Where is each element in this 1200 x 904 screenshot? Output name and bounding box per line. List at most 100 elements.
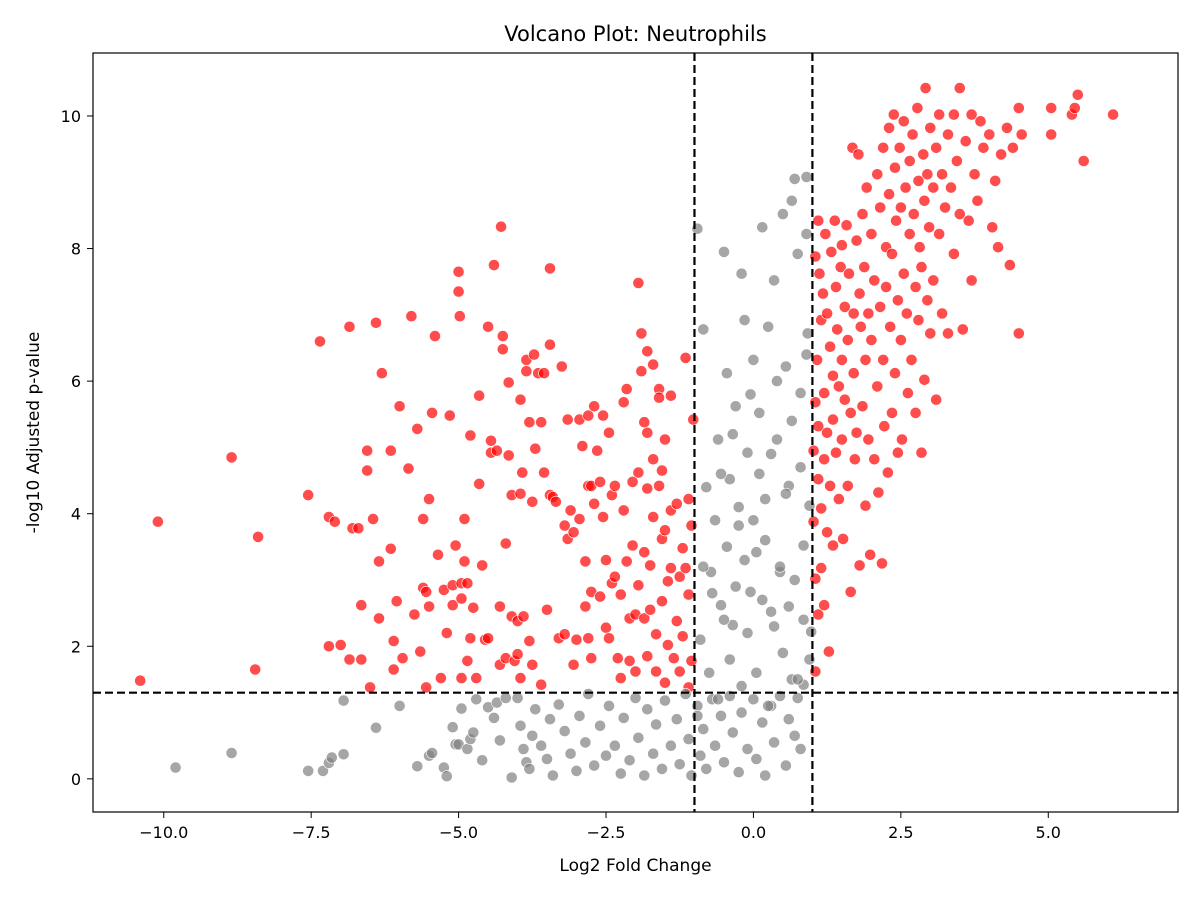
data-point-significant bbox=[452, 285, 465, 298]
data-point-significant bbox=[620, 383, 633, 395]
data-point-significant bbox=[837, 533, 849, 545]
data-point-not-significant bbox=[777, 208, 789, 220]
data-point-significant bbox=[514, 487, 527, 500]
data-point-significant bbox=[844, 586, 857, 598]
data-point-significant bbox=[673, 665, 686, 678]
data-point-not-significant bbox=[800, 171, 813, 183]
data-point-significant bbox=[819, 228, 832, 240]
data-point-not-significant bbox=[706, 587, 719, 600]
y-axis-ticks: 0 2 4 6 8 10 bbox=[61, 107, 93, 789]
data-point-not-significant bbox=[718, 245, 730, 258]
data-point-not-significant bbox=[499, 692, 512, 704]
data-point-significant bbox=[959, 135, 972, 148]
data-point-significant bbox=[600, 554, 612, 566]
data-point-significant bbox=[567, 526, 580, 539]
data-point-significant bbox=[841, 334, 854, 346]
data-point-not-significant bbox=[738, 554, 751, 566]
data-point-not-significant bbox=[694, 633, 707, 646]
data-point-significant bbox=[659, 433, 671, 446]
data-point-not-significant bbox=[747, 693, 760, 706]
data-point-significant bbox=[432, 548, 444, 561]
data-point-significant bbox=[682, 493, 695, 505]
data-point-significant bbox=[942, 327, 954, 340]
data-point-not-significant bbox=[741, 446, 754, 459]
data-point-significant bbox=[856, 400, 869, 413]
data-point-significant bbox=[880, 281, 892, 293]
data-point-significant bbox=[641, 650, 654, 663]
data-point-not-significant bbox=[529, 703, 542, 716]
data-point-significant bbox=[641, 482, 654, 495]
data-point-significant bbox=[405, 310, 418, 323]
data-point-significant bbox=[1012, 327, 1025, 340]
data-point-significant bbox=[1045, 102, 1058, 114]
data-point-significant bbox=[446, 599, 459, 612]
data-point-significant bbox=[455, 592, 468, 605]
data-point-significant bbox=[859, 499, 872, 512]
data-point-significant bbox=[667, 652, 680, 665]
data-point-significant bbox=[414, 645, 427, 658]
data-point-significant bbox=[889, 367, 901, 380]
data-point-not-significant bbox=[370, 721, 382, 734]
data-point-significant bbox=[597, 511, 609, 523]
data-point-not-significant bbox=[679, 688, 692, 700]
data-point-not-significant bbox=[588, 759, 601, 772]
data-point-significant bbox=[665, 389, 677, 402]
data-point-significant bbox=[516, 466, 529, 479]
data-point-significant bbox=[956, 323, 969, 336]
data-point-significant bbox=[638, 416, 651, 429]
data-point-significant bbox=[653, 479, 665, 492]
data-point-not-significant bbox=[225, 747, 238, 759]
y-tick-label: 2 bbox=[71, 637, 81, 656]
data-point-significant bbox=[528, 348, 540, 361]
data-point-significant bbox=[962, 214, 975, 227]
data-point-not-significant bbox=[629, 692, 642, 704]
data-point-significant bbox=[564, 504, 577, 517]
data-point-not-significant bbox=[709, 514, 721, 527]
data-point-significant bbox=[393, 400, 406, 413]
data-point-significant bbox=[679, 351, 692, 364]
data-point-significant bbox=[921, 168, 934, 181]
data-point-significant bbox=[813, 267, 826, 280]
data-point-not-significant bbox=[800, 228, 813, 240]
data-point-significant bbox=[384, 444, 397, 457]
data-point-significant bbox=[535, 678, 548, 691]
data-point-significant bbox=[854, 320, 867, 333]
data-point-significant bbox=[974, 115, 987, 128]
data-point-significant bbox=[355, 599, 368, 612]
data-points bbox=[134, 82, 1119, 784]
data-point-significant bbox=[989, 174, 1002, 187]
data-point-significant bbox=[550, 495, 562, 508]
data-point-significant bbox=[856, 208, 869, 220]
data-point-not-significant bbox=[715, 710, 727, 722]
data-point-not-significant bbox=[741, 743, 754, 755]
data-point-significant bbox=[834, 261, 847, 273]
data-point-not-significant bbox=[632, 731, 645, 744]
data-point-not-significant bbox=[747, 514, 760, 527]
data-point-significant bbox=[555, 360, 568, 373]
data-point-significant bbox=[679, 562, 692, 574]
data-point-not-significant bbox=[753, 406, 766, 419]
data-point-significant bbox=[561, 413, 574, 426]
data-point-significant bbox=[889, 161, 901, 174]
data-point-significant bbox=[417, 513, 430, 525]
x-tick-label: −10.0 bbox=[139, 823, 188, 842]
data-point-not-significant bbox=[782, 600, 795, 613]
data-point-significant bbox=[328, 515, 341, 528]
data-point-significant bbox=[485, 434, 497, 447]
data-point-significant bbox=[911, 102, 924, 114]
data-point-significant bbox=[878, 420, 891, 433]
data-point-not-significant bbox=[747, 353, 760, 366]
data-point-significant bbox=[1077, 155, 1090, 167]
data-point-significant bbox=[656, 595, 668, 608]
data-point-significant bbox=[844, 406, 857, 419]
data-point-not-significant bbox=[791, 247, 804, 260]
data-point-significant bbox=[924, 122, 937, 134]
data-point-significant bbox=[496, 330, 509, 342]
data-point-significant bbox=[449, 539, 462, 552]
data-point-not-significant bbox=[697, 723, 710, 735]
data-point-not-significant bbox=[791, 673, 804, 686]
data-point-significant bbox=[930, 141, 943, 154]
data-point-not-significant bbox=[700, 481, 713, 494]
data-point-not-significant bbox=[744, 586, 757, 598]
data-point-not-significant bbox=[541, 753, 553, 765]
